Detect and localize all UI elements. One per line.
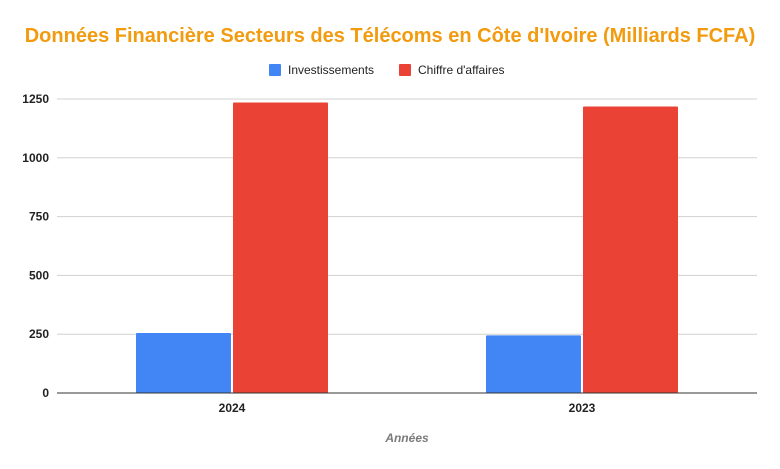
bar-investissements-2023 [486,335,581,393]
bar-chiffre-d-affaires-2023 [583,106,678,393]
bars [136,102,678,393]
y-tick-label: 250 [29,327,49,341]
chart-title: Données Financière Secteurs des Télécoms… [25,25,756,47]
x-tick-label: 2023 [569,401,596,415]
y-axis-ticks: 0 250 500 750 1000 1250 [22,92,49,400]
y-tick-label: 1250 [22,92,49,106]
legend-swatch-chiffre-affaires [399,64,411,76]
y-tick-label: 0 [42,386,49,400]
y-tick-label: 1000 [22,151,49,165]
legend-label-investissements: Investissements [288,63,374,77]
x-axis-label: Années [384,431,429,445]
x-tick-label: 2024 [219,401,246,415]
x-axis-ticks: 2024 2023 [219,401,596,415]
legend: Investissements Chiffre d'affaires [269,63,505,77]
y-tick-label: 500 [29,268,49,282]
legend-swatch-investissements [269,64,281,76]
legend-label-chiffre-affaires: Chiffre d'affaires [418,63,505,77]
bar-chiffre-d-affaires-2024 [233,102,328,393]
bar-investissements-2024 [136,333,231,393]
y-tick-label: 750 [29,210,49,224]
